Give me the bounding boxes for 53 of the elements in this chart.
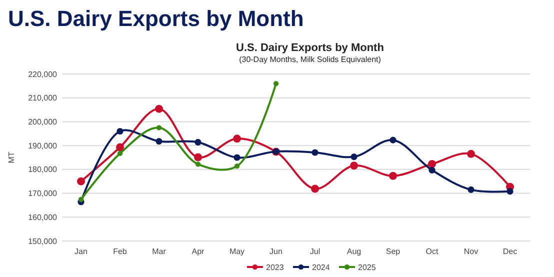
point [194,138,202,146]
x-tick-label: Feb [113,247,128,256]
point [78,196,84,202]
chart-title: U.S. Dairy Exports by Month [236,42,384,54]
y-tick-label: 180,000 [28,165,58,174]
y-tick-label: 220,000 [28,70,58,79]
point [156,138,162,145]
y-tick-label: 210,000 [28,94,58,103]
point [389,172,397,180]
point [312,149,318,156]
point [116,128,124,135]
point [155,104,163,113]
point [195,162,201,167]
y-tick-label: 150,000 [28,236,58,246]
x-tick-label: Oct [426,247,439,256]
point [116,143,124,152]
point [428,166,436,174]
x-tick-label: Jul [310,247,320,256]
point [117,150,123,156]
point [233,134,241,143]
x-tick-label: Jan [74,247,88,256]
x-tick-label: Dec [502,247,518,256]
text: U.S. Dairy Exports by Month [8,6,304,31]
x-tick-label: Sep [386,247,401,256]
x-tick-label: Aug [346,247,362,256]
point [194,153,202,162]
x-tick-label: Nov [464,247,478,256]
legend-label: 2023 [266,262,284,272]
point [428,160,436,168]
x-tick-label: Jun [270,247,282,256]
y-tick-label: 170,000 [28,189,58,198]
point [273,80,279,86]
point [311,184,319,193]
point [468,186,474,194]
y-tick-label: 160,000 [28,212,58,222]
point [350,162,358,170]
x-tick-label: Mar [152,247,166,256]
chart-subtitle: (30-Day Months, Milk Solids Equivalent) [239,55,382,64]
point [467,150,475,158]
y-tick-label: 190,000 [28,141,58,150]
x-tick-label: Apr [192,247,205,256]
point [156,125,162,130]
point [77,177,85,186]
y-tick-label: 200,000 [28,118,58,127]
point [234,163,240,169]
point [350,153,358,160]
legend-label: 2025 [358,262,376,272]
x-tick-label: May [229,247,245,256]
point [506,188,514,195]
point [390,136,396,144]
legend-label: 2024 [312,262,330,272]
point [234,154,240,161]
y-axis-title: MT [7,152,16,164]
